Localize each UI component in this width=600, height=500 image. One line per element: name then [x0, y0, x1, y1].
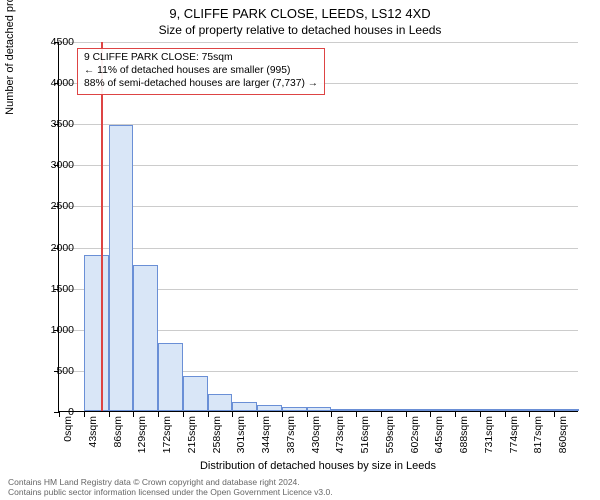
gridline: [59, 42, 578, 43]
ytick-label: 4000: [34, 77, 74, 89]
chart-title: 9, CLIFFE PARK CLOSE, LEEDS, LS12 4XD: [0, 0, 600, 21]
xtick-label: 430sqm: [310, 416, 322, 466]
xtick-label: 172sqm: [161, 416, 173, 466]
xtick-mark: [183, 412, 184, 417]
ytick-label: 0: [34, 406, 74, 418]
gridline: [59, 165, 578, 166]
xtick-label: 258sqm: [211, 416, 223, 466]
xtick-label: 43sqm: [87, 416, 99, 466]
histogram-bar: [331, 409, 356, 411]
histogram-bar: [232, 402, 257, 411]
xtick-label: 215sqm: [186, 416, 198, 466]
xtick-mark: [406, 412, 407, 417]
xtick-label: 129sqm: [136, 416, 148, 466]
annotation-line: 88% of semi-detached houses are larger (…: [84, 78, 318, 91]
xtick-label: 344sqm: [260, 416, 272, 466]
histogram-bar: [406, 409, 431, 411]
xtick-mark: [109, 412, 110, 417]
histogram-bar: [257, 405, 282, 411]
xtick-mark: [282, 412, 283, 417]
ytick-label: 1500: [34, 283, 74, 295]
ytick-label: 1000: [34, 324, 74, 336]
histogram-bar: [356, 409, 381, 411]
histogram-bar: [381, 409, 406, 411]
annotation-box: 9 CLIFFE PARK CLOSE: 75sqm ← 11% of deta…: [77, 48, 325, 95]
xtick-mark: [554, 412, 555, 417]
ytick-label: 3500: [34, 118, 74, 130]
xtick-label: 817sqm: [532, 416, 544, 466]
xtick-label: 86sqm: [112, 416, 124, 466]
histogram-bar: [84, 255, 109, 411]
xtick-label: 731sqm: [483, 416, 495, 466]
histogram-bar: [307, 407, 332, 411]
annotation-line: 9 CLIFFE PARK CLOSE: 75sqm: [84, 52, 318, 65]
xtick-mark: [84, 412, 85, 417]
xtick-label: 645sqm: [433, 416, 445, 466]
ytick-label: 2500: [34, 200, 74, 212]
ytick-label: 2000: [34, 242, 74, 254]
xtick-mark: [356, 412, 357, 417]
chart-area: 0sqm43sqm86sqm129sqm172sqm215sqm258sqm30…: [58, 42, 578, 412]
xtick-label: 688sqm: [458, 416, 470, 466]
xtick-mark: [381, 412, 382, 417]
histogram-bar: [133, 265, 158, 411]
histogram-bar: [430, 409, 455, 411]
ytick-label: 500: [34, 365, 74, 377]
xtick-label: 301sqm: [235, 416, 247, 466]
xtick-mark: [430, 412, 431, 417]
xtick-mark: [307, 412, 308, 417]
gridline: [59, 248, 578, 249]
xtick-mark: [455, 412, 456, 417]
xtick-mark: [480, 412, 481, 417]
plot-area: 0sqm43sqm86sqm129sqm172sqm215sqm258sqm30…: [58, 42, 578, 412]
xtick-mark: [505, 412, 506, 417]
ytick-label: 3000: [34, 159, 74, 171]
xtick-label: 602sqm: [409, 416, 421, 466]
xtick-label: 473sqm: [334, 416, 346, 466]
xtick-mark: [208, 412, 209, 417]
xtick-label: 860sqm: [557, 416, 569, 466]
gridline: [59, 206, 578, 207]
annotation-line: ← 11% of detached houses are smaller (99…: [84, 65, 318, 78]
xtick-mark: [232, 412, 233, 417]
histogram-bar: [505, 409, 530, 411]
xtick-label: 774sqm: [508, 416, 520, 466]
histogram-bar: [183, 376, 208, 411]
x-axis-label: Distribution of detached houses by size …: [58, 460, 578, 472]
xtick-mark: [257, 412, 258, 417]
xtick-label: 0sqm: [62, 416, 74, 466]
histogram-bar: [554, 409, 579, 411]
histogram-bar: [282, 407, 307, 411]
ytick-label: 4500: [34, 36, 74, 48]
xtick-mark: [529, 412, 530, 417]
xtick-label: 559sqm: [384, 416, 396, 466]
xtick-mark: [158, 412, 159, 417]
histogram-bar: [480, 409, 505, 411]
histogram-bar: [455, 409, 480, 411]
xtick-label: 516sqm: [359, 416, 371, 466]
histogram-bar: [158, 343, 183, 411]
xtick-label: 387sqm: [285, 416, 297, 466]
histogram-bar: [208, 394, 233, 411]
xtick-mark: [133, 412, 134, 417]
xtick-mark: [331, 412, 332, 417]
gridline: [59, 124, 578, 125]
histogram-bar: [109, 125, 134, 411]
footer-attribution: Contains HM Land Registry data © Crown c…: [8, 478, 333, 498]
histogram-bar: [529, 409, 554, 411]
marker-line: [101, 42, 103, 411]
y-axis-label: Number of detached properties: [4, 0, 16, 224]
footer-line: Contains public sector information licen…: [8, 488, 333, 498]
chart-subtitle: Size of property relative to detached ho…: [0, 21, 600, 37]
